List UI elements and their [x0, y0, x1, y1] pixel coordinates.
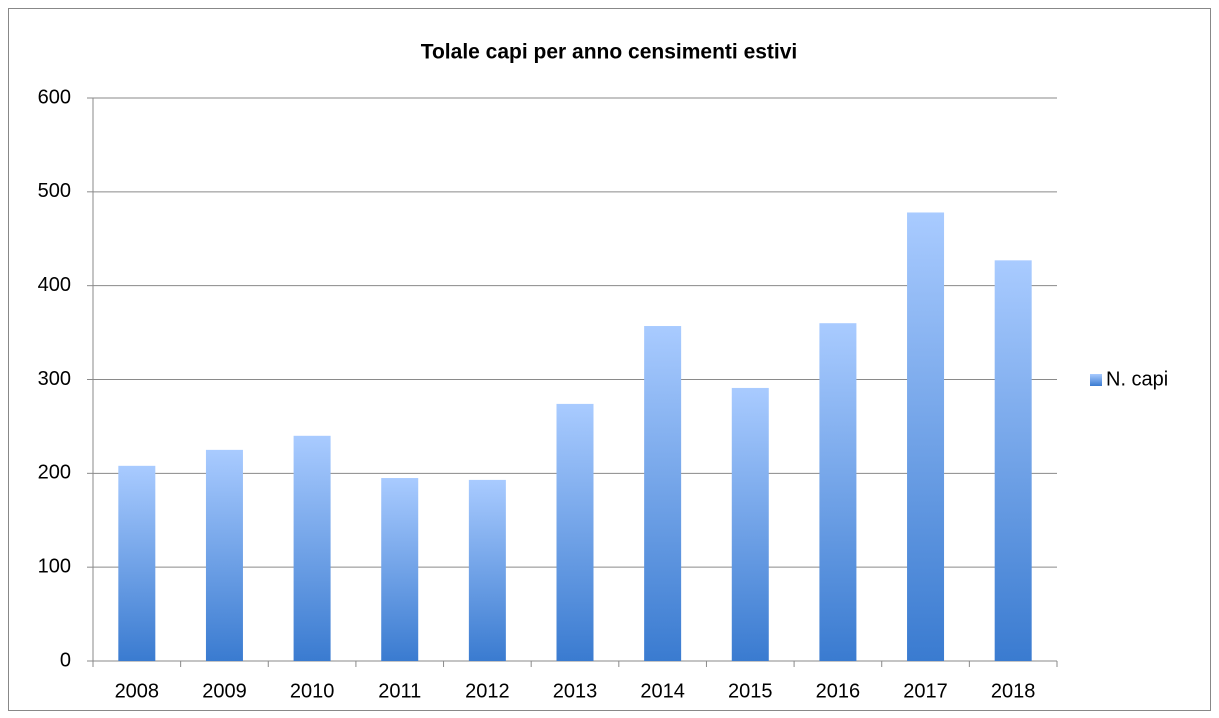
bar: [994, 260, 1032, 661]
y-tick-label: 0: [60, 649, 71, 671]
x-tick-label: 2012: [465, 680, 510, 702]
x-tick-label: 2010: [290, 680, 335, 702]
bar: [381, 478, 419, 661]
x-tick-label: 2013: [553, 680, 598, 702]
y-tick-label: 500: [38, 180, 71, 202]
x-tick-label: 2009: [202, 680, 247, 702]
bar: [205, 449, 243, 661]
x-tick-label: 2014: [640, 680, 685, 702]
y-tick-label: 600: [38, 86, 71, 108]
x-tick-label: 2008: [115, 680, 160, 702]
x-tick-label: 2011: [378, 680, 421, 702]
y-tick-label: 200: [38, 462, 71, 484]
legend-swatch: [1090, 374, 1102, 386]
bar: [731, 387, 769, 661]
x-tick-label: 2016: [816, 680, 861, 702]
chart-title: Tolale capi per anno censimenti estivi: [421, 41, 798, 64]
x-tick-label: 2017: [903, 680, 948, 702]
bar: [819, 323, 857, 661]
bar: [293, 435, 331, 661]
y-tick-label: 100: [38, 555, 71, 577]
y-tick-label: 300: [38, 368, 71, 390]
y-tick-label: 400: [38, 274, 71, 296]
bar: [907, 212, 945, 661]
x-tick-label: 2018: [991, 680, 1036, 702]
legend-label: N. capi: [1106, 368, 1168, 390]
x-tick-label: 2015: [728, 680, 773, 702]
bar: [118, 465, 156, 661]
bar: [644, 326, 682, 661]
bar: [556, 403, 594, 661]
bar: [468, 479, 506, 661]
